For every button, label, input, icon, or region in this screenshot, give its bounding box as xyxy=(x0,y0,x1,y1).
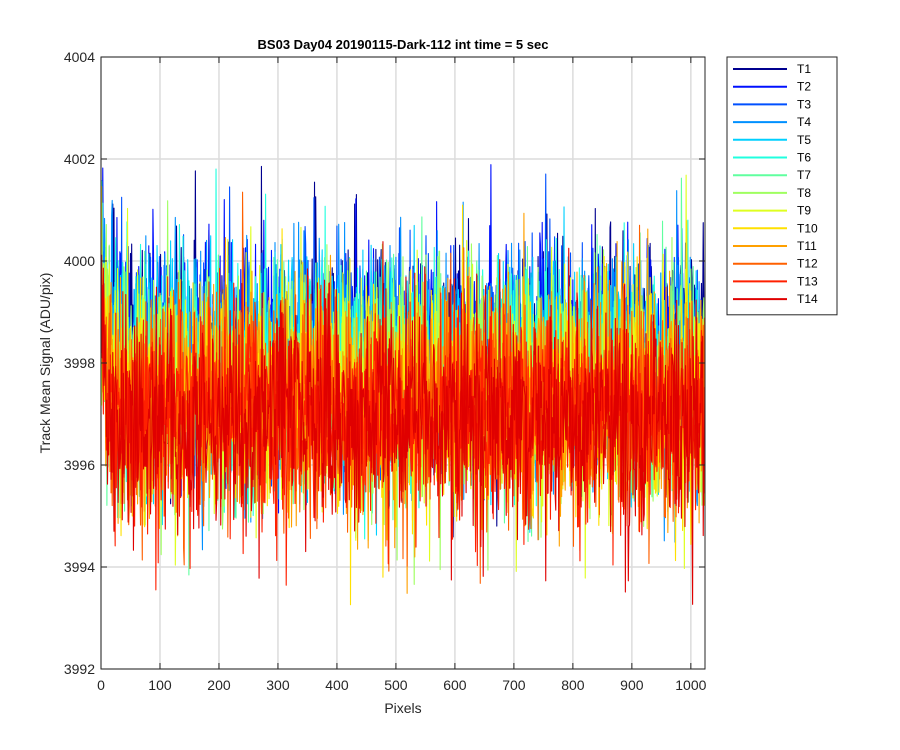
x-tick-label: 400 xyxy=(325,677,349,693)
legend-label-t7: T7 xyxy=(797,168,811,182)
legend-label-t11: T11 xyxy=(797,239,817,253)
legend-label-t13: T13 xyxy=(797,274,818,288)
series-group xyxy=(101,164,705,606)
legend-label-t1: T1 xyxy=(797,62,811,76)
y-tick-label: 3998 xyxy=(64,355,95,371)
legend-label-t5: T5 xyxy=(797,133,811,147)
y-axis-label: Track Mean Signal (ADU/pix) xyxy=(37,273,53,454)
x-tick-label: 300 xyxy=(266,677,290,693)
y-tick-label: 4004 xyxy=(64,49,95,65)
x-tick-label: 800 xyxy=(561,677,585,693)
x-tick-label: 1000 xyxy=(675,677,706,693)
y-tick-label: 4000 xyxy=(64,253,95,269)
legend-label-t4: T4 xyxy=(797,115,811,129)
x-tick-label: 700 xyxy=(502,677,526,693)
legend-label-t9: T9 xyxy=(797,204,811,218)
y-tick-label: 3994 xyxy=(64,559,95,575)
x-tick-label: 500 xyxy=(384,677,408,693)
series-line-t14 xyxy=(101,241,705,605)
x-tick-label: 600 xyxy=(443,677,467,693)
x-tick-label: 200 xyxy=(207,677,231,693)
legend-label-t6: T6 xyxy=(797,151,811,165)
y-tick-label: 3992 xyxy=(64,661,95,677)
x-tick-label: 900 xyxy=(620,677,644,693)
y-tick-label: 4002 xyxy=(64,151,95,167)
axes: 0 100 200 300 400 500 600 700 800 900 1000 3992 3994… xyxy=(64,49,707,693)
legend-box xyxy=(726,56,838,316)
legend-label-t10: T10 xyxy=(797,221,818,235)
y-tick-label: 3996 xyxy=(64,457,95,473)
chart-title: BS03 Day04 20190115-Dark-112 int time = … xyxy=(258,37,549,52)
x-tick-label: 0 xyxy=(97,677,105,693)
legend-label-t12: T12 xyxy=(797,257,818,271)
legend-label-t2: T2 xyxy=(797,80,811,94)
legend-label-t14: T14 xyxy=(797,292,818,306)
x-tick-label: 100 xyxy=(148,677,172,693)
legend: T1 T2 T3 T4 T5 T6 T7 T8 T9 T10 T11 T12 T13 T14 xyxy=(726,56,838,316)
legend-label-t8: T8 xyxy=(797,186,811,200)
legend-label-t3: T3 xyxy=(797,97,811,111)
x-axis-label: Pixels xyxy=(384,700,421,716)
